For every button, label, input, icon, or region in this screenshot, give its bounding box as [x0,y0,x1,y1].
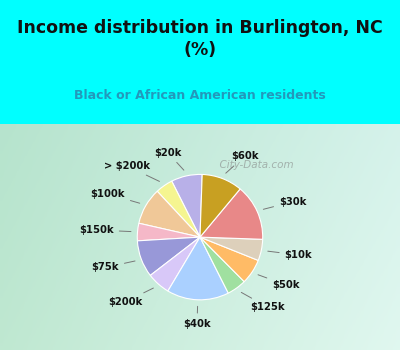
Wedge shape [139,191,200,237]
Text: $75k: $75k [92,261,135,272]
Wedge shape [168,237,228,300]
Text: $30k: $30k [263,197,306,209]
Wedge shape [172,174,202,237]
Text: $40k: $40k [183,306,211,329]
Text: Income distribution in Burlington, NC
(%): Income distribution in Burlington, NC (%… [17,19,383,59]
Text: $100k: $100k [90,189,140,203]
Text: $20k: $20k [154,148,184,170]
Wedge shape [200,237,263,260]
Text: $60k: $60k [226,151,258,173]
Wedge shape [138,237,200,275]
Text: $150k: $150k [79,225,131,235]
Wedge shape [200,237,258,282]
Text: > $200k: > $200k [104,161,160,181]
Text: Black or African American residents: Black or African American residents [74,89,326,102]
Wedge shape [150,237,200,291]
Text: $10k: $10k [268,250,312,260]
Wedge shape [200,189,263,239]
Text: $125k: $125k [241,292,285,312]
Wedge shape [137,223,200,241]
Text: $50k: $50k [258,275,300,290]
Wedge shape [200,237,244,293]
Text: City-Data.com: City-Data.com [212,160,293,170]
Wedge shape [157,181,200,237]
Wedge shape [200,174,240,237]
Text: $200k: $200k [108,288,153,307]
